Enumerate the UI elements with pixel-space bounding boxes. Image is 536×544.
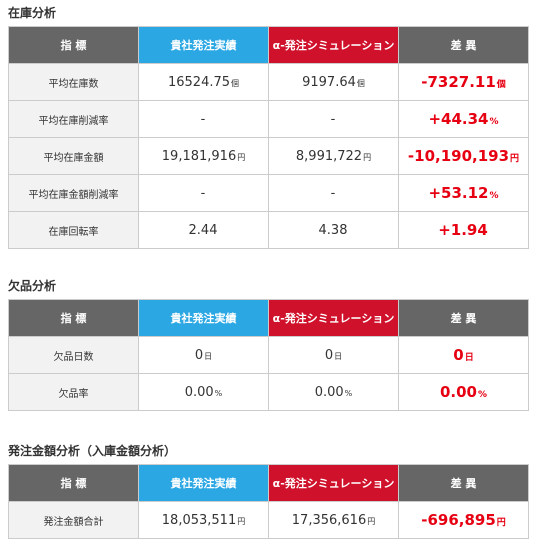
table-row: 在庫回転率 2.44 4.38 +1.94: [8, 211, 529, 249]
row-label: 発注金額合計: [8, 501, 139, 539]
simulation-value: 9197.64個: [268, 63, 399, 101]
order-table: 指 標 貴社発注実績 α-発注シミュレーション 差 異 発注金額合計 18,05…: [8, 464, 529, 539]
header-actual: 貴社発注実績: [138, 464, 269, 502]
actual-value: 0.00%: [138, 373, 269, 411]
diff-value: -10,190,193円: [398, 137, 529, 175]
diff-value: 0.00%: [398, 373, 529, 411]
table-row: 平均在庫削減率 - - +44.34%: [8, 100, 529, 138]
row-label: 欠品率: [8, 373, 139, 411]
row-label: 平均在庫削減率: [8, 100, 139, 138]
actual-value: -: [138, 174, 269, 212]
table-header-row: 指 標 貴社発注実績 α-発注シミュレーション 差 異: [8, 299, 529, 337]
diff-value: -7327.11個: [398, 63, 529, 101]
header-actual: 貴社発注実績: [138, 299, 269, 337]
row-label: 在庫回転率: [8, 211, 139, 249]
table-header-row: 指 標 貴社発注実績 α-発注シミュレーション 差 異: [8, 26, 529, 64]
row-label: 平均在庫金額削減率: [8, 174, 139, 212]
inventory-section-title: 在庫分析: [8, 6, 57, 20]
actual-value: 16524.75個: [138, 63, 269, 101]
row-label: 欠品日数: [8, 336, 139, 374]
row-label: 平均在庫金額: [8, 137, 139, 175]
table-row: 欠品率 0.00% 0.00% 0.00%: [8, 373, 529, 411]
actual-value: -: [138, 100, 269, 138]
header-simulation: α-発注シミュレーション: [268, 299, 399, 337]
header-metric: 指 標: [8, 299, 139, 337]
simulation-value: -: [268, 100, 399, 138]
header-simulation: α-発注シミュレーション: [268, 464, 399, 502]
simulation-value: -: [268, 174, 399, 212]
simulation-value: 0日: [268, 336, 399, 374]
table-header-row: 指 標 貴社発注実績 α-発注シミュレーション 差 異: [8, 464, 529, 502]
diff-value: -696,895円: [398, 501, 529, 539]
diff-value: +53.12%: [398, 174, 529, 212]
table-row: 平均在庫数 16524.75個 9197.64個 -7327.11個: [8, 63, 529, 101]
order-section-title: 発注金額分析（入庫金額分析）: [8, 444, 177, 458]
row-label: 平均在庫数: [8, 63, 139, 101]
stockout-table: 指 標 貴社発注実績 α-発注シミュレーション 差 異 欠品日数 0日 0日 0…: [8, 299, 529, 411]
table-row: 平均在庫金額 19,181,916円 8,991,722円 -10,190,19…: [8, 137, 529, 175]
inventory-table: 指 標 貴社発注実績 α-発注シミュレーション 差 異 平均在庫数 16524.…: [8, 26, 529, 249]
diff-value: +1.94: [398, 211, 529, 249]
simulation-value: 0.00%: [268, 373, 399, 411]
table-row: 欠品日数 0日 0日 0日: [8, 336, 529, 374]
actual-value: 2.44: [138, 211, 269, 249]
header-metric: 指 標: [8, 464, 139, 502]
simulation-value: 8,991,722円: [268, 137, 399, 175]
diff-value: 0日: [398, 336, 529, 374]
actual-value: 19,181,916円: [138, 137, 269, 175]
diff-value: +44.34%: [398, 100, 529, 138]
header-diff: 差 異: [398, 299, 529, 337]
header-actual: 貴社発注実績: [138, 26, 269, 64]
table-row: 発注金額合計 18,053,511円 17,356,616円 -696,895円: [8, 501, 529, 539]
stockout-section-title: 欠品分析: [8, 279, 57, 293]
header-diff: 差 異: [398, 26, 529, 64]
header-diff: 差 異: [398, 464, 529, 502]
actual-value: 0日: [138, 336, 269, 374]
table-row: 平均在庫金額削減率 - - +53.12%: [8, 174, 529, 212]
simulation-value: 17,356,616円: [268, 501, 399, 539]
header-simulation: α-発注シミュレーション: [268, 26, 399, 64]
simulation-value: 4.38: [268, 211, 399, 249]
actual-value: 18,053,511円: [138, 501, 269, 539]
header-metric: 指 標: [8, 26, 139, 64]
